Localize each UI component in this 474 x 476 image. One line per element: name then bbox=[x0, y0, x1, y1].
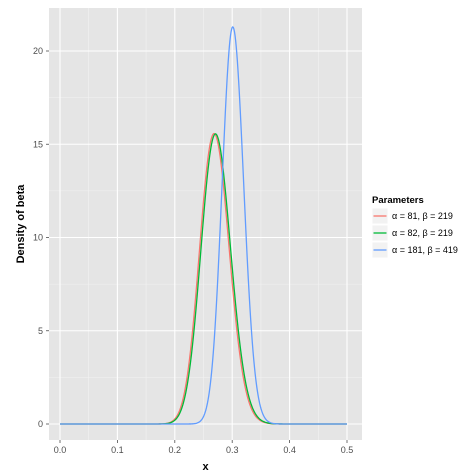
x-tick-label: 0.5 bbox=[341, 445, 354, 455]
legend-label: α = 181, β = 419 bbox=[392, 245, 458, 255]
x-tick-label: 0.3 bbox=[226, 445, 239, 455]
x-tick-label: 0.0 bbox=[54, 445, 67, 455]
legend-label: α = 82, β = 219 bbox=[392, 228, 453, 238]
legend: Parameters α = 81, β = 219 α = 82, β = 21… bbox=[371, 195, 458, 259]
y-axis-ticks: 0 5 10 15 20 bbox=[33, 46, 49, 429]
x-axis-title: x bbox=[202, 461, 209, 473]
grid-major bbox=[49, 8, 362, 440]
plot-panel bbox=[49, 8, 362, 440]
series-layer bbox=[60, 25, 347, 425]
x-tick-label: 0.2 bbox=[169, 445, 182, 455]
y-tick-label: 5 bbox=[38, 326, 43, 336]
grid-minor bbox=[49, 8, 362, 440]
legend-items: α = 81, β = 219 α = 82, β = 219 α = 181, β… bbox=[371, 207, 458, 259]
y-tick-label: 20 bbox=[33, 46, 43, 56]
legend-title: Parameters bbox=[372, 195, 424, 206]
x-axis-ticks: 0.0 0.1 0.2 0.3 0.4 0.5 bbox=[54, 440, 354, 455]
y-tick-label: 15 bbox=[33, 139, 43, 149]
y-axis-title: Density of beta bbox=[15, 184, 27, 264]
series-line-3 bbox=[60, 25, 347, 425]
y-tick-label: 10 bbox=[33, 233, 43, 243]
legend-label: α = 81, β = 219 bbox=[392, 211, 453, 221]
y-tick-label: 0 bbox=[38, 419, 43, 429]
x-tick-label: 0.1 bbox=[111, 445, 124, 455]
x-tick-label: 0.4 bbox=[283, 445, 296, 455]
